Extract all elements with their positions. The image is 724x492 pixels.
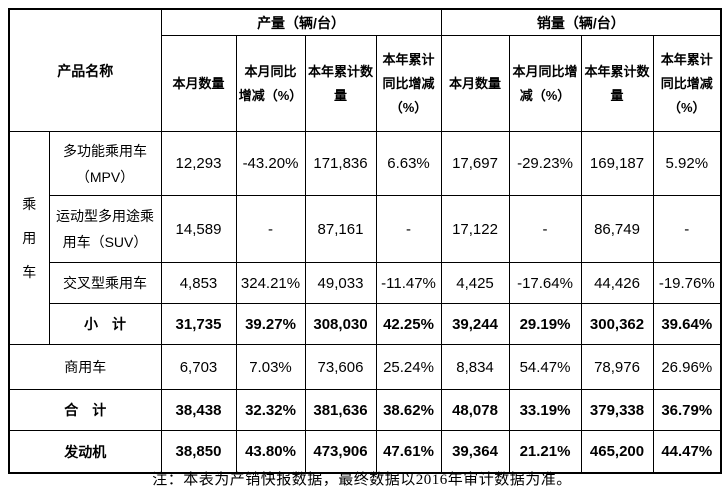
header-sales-month-qty: 本月数量 (440, 35, 510, 132)
header-sales-group: 销量（辆/台） (440, 8, 722, 36)
data-cell: 5.92% (652, 131, 722, 196)
data-cell: 473,906 (304, 430, 377, 474)
data-cell: 39.27% (235, 303, 306, 345)
data-cell: 8,834 (440, 344, 510, 390)
data-cell: 29.19% (508, 303, 582, 345)
header-row-groups: 产品名称 产量（辆/台） 销量（辆/台） (8, 8, 722, 132)
data-cell: 54.47% (508, 344, 582, 390)
data-cell: -19.76% (652, 262, 722, 304)
data-cell: 300,362 (580, 303, 654, 345)
header-production-ytd-yoy: 本年累计同比增减（%） (375, 35, 442, 132)
data-cell: 12,293 (160, 131, 237, 196)
header-production-ytd-qty: 本年累计数量 (304, 35, 377, 132)
table-row-subtotal: 小 计 31,735 39.27% 308,030 42.25% 39,244 … (9, 303, 722, 345)
data-cell: 47.61% (375, 430, 442, 474)
data-cell: -43.20% (235, 131, 306, 196)
data-cell: 49,033 (304, 262, 377, 304)
data-cell: 39.64% (652, 303, 722, 345)
production-sales-report-table: 产品名称 产量（辆/台） 销量（辆/台） 本月数量 本月同比增减（%） 本年累计… (8, 8, 723, 474)
row-label: 多功能乘用车（MPV） (48, 131, 162, 196)
header-production-month-qty: 本月数量 (160, 35, 237, 132)
data-cell: -29.23% (508, 131, 582, 196)
footnote: 注：本表为产销快报数据，最终数据以2016年审计数据为准。 (152, 472, 572, 488)
data-cell: 308,030 (304, 303, 377, 345)
data-cell: 39,244 (440, 303, 510, 345)
row-label: 合 计 (8, 389, 162, 431)
data-cell: 42.25% (375, 303, 442, 345)
data-cell: 44,426 (580, 262, 654, 304)
header-sales-ytd-yoy: 本年累计同比增减（%） (652, 35, 722, 132)
data-cell: 39,364 (440, 430, 510, 474)
data-cell: 6,703 (160, 344, 237, 390)
table-row-commercial: 商用车 6,703 7.03% 73,606 25.24% 8,834 54.4… (8, 344, 722, 390)
row-label: 交叉型乘用车 (48, 262, 162, 304)
data-cell: - (375, 195, 442, 263)
row-label: 商用车 (8, 344, 162, 390)
data-cell: 7.03% (235, 344, 306, 390)
passenger-vehicle-group-label: 乘用车 (22, 196, 37, 280)
data-cell: 31,735 (160, 303, 237, 345)
data-cell: 6.63% (375, 131, 442, 196)
row-label: 发动机 (8, 430, 162, 474)
data-cell: 48,078 (440, 389, 510, 431)
data-cell: 38.62% (375, 389, 442, 431)
data-cell: 36.79% (652, 389, 722, 431)
header-product-name: 产品名称 (8, 8, 162, 132)
data-cell: 379,338 (580, 389, 654, 431)
table-row-mpv: 乘用车 多功能乘用车（MPV） 12,293 -43.20% 171,836 6… (8, 131, 722, 345)
table-row-engine: 发动机 38,850 43.80% 473,906 47.61% 39,364 … (8, 430, 722, 474)
table-row-crossover: 交叉型乘用车 4,853 324.21% 49,033 -11.47% 4,42… (9, 262, 722, 304)
data-cell: 4,853 (160, 262, 237, 304)
data-cell: -17.64% (508, 262, 582, 304)
data-cell: 33.19% (508, 389, 582, 431)
data-cell: -11.47% (375, 262, 442, 304)
passenger-vehicle-group-cell: 乘用车 (8, 131, 50, 345)
data-cell: 465,200 (580, 430, 654, 474)
data-cell: 17,697 (440, 131, 510, 196)
table-row-total: 合 计 38,438 32.32% 381,636 38.62% 48,078 … (8, 389, 722, 431)
data-cell: 78,976 (580, 344, 654, 390)
row-label: 运动型多用途乘用车（SUV） (48, 195, 162, 263)
data-cell: - (508, 195, 582, 263)
data-cell: 38,850 (160, 430, 237, 474)
header-sales-month-yoy: 本月同比增减（%） (508, 35, 582, 132)
data-cell: 4,425 (440, 262, 510, 304)
data-cell: 25.24% (375, 344, 442, 390)
data-cell: 381,636 (304, 389, 377, 431)
data-cell: 44.47% (652, 430, 722, 474)
header-production-month-yoy: 本月同比增减（%） (235, 35, 306, 132)
data-cell: 17,122 (440, 195, 510, 263)
data-cell: - (235, 195, 306, 263)
data-cell: 324.21% (235, 262, 306, 304)
data-cell: 87,161 (304, 195, 377, 263)
header-sales-ytd-qty: 本年累计数量 (580, 35, 654, 132)
data-cell: 32.32% (235, 389, 306, 431)
data-cell: 43.80% (235, 430, 306, 474)
data-cell: 171,836 (304, 131, 377, 196)
data-cell: 86,749 (580, 195, 654, 263)
data-cell: 169,187 (580, 131, 654, 196)
data-cell: 38,438 (160, 389, 237, 431)
data-cell: 21.21% (508, 430, 582, 474)
data-cell: - (652, 195, 722, 263)
header-row-columns: 本月数量 本月同比增减（%） 本年累计数量 本年累计同比增减（%） 本月数量 本… (9, 35, 722, 132)
data-cell: 73,606 (304, 344, 377, 390)
header-production-group: 产量（辆/台） (160, 8, 442, 36)
table-row-suv: 运动型多用途乘用车（SUV） 14,589 - 87,161 - 17,122 … (9, 195, 722, 263)
data-cell: 14,589 (160, 195, 237, 263)
data-cell: 26.96% (652, 344, 722, 390)
row-label: 小 计 (48, 303, 162, 345)
